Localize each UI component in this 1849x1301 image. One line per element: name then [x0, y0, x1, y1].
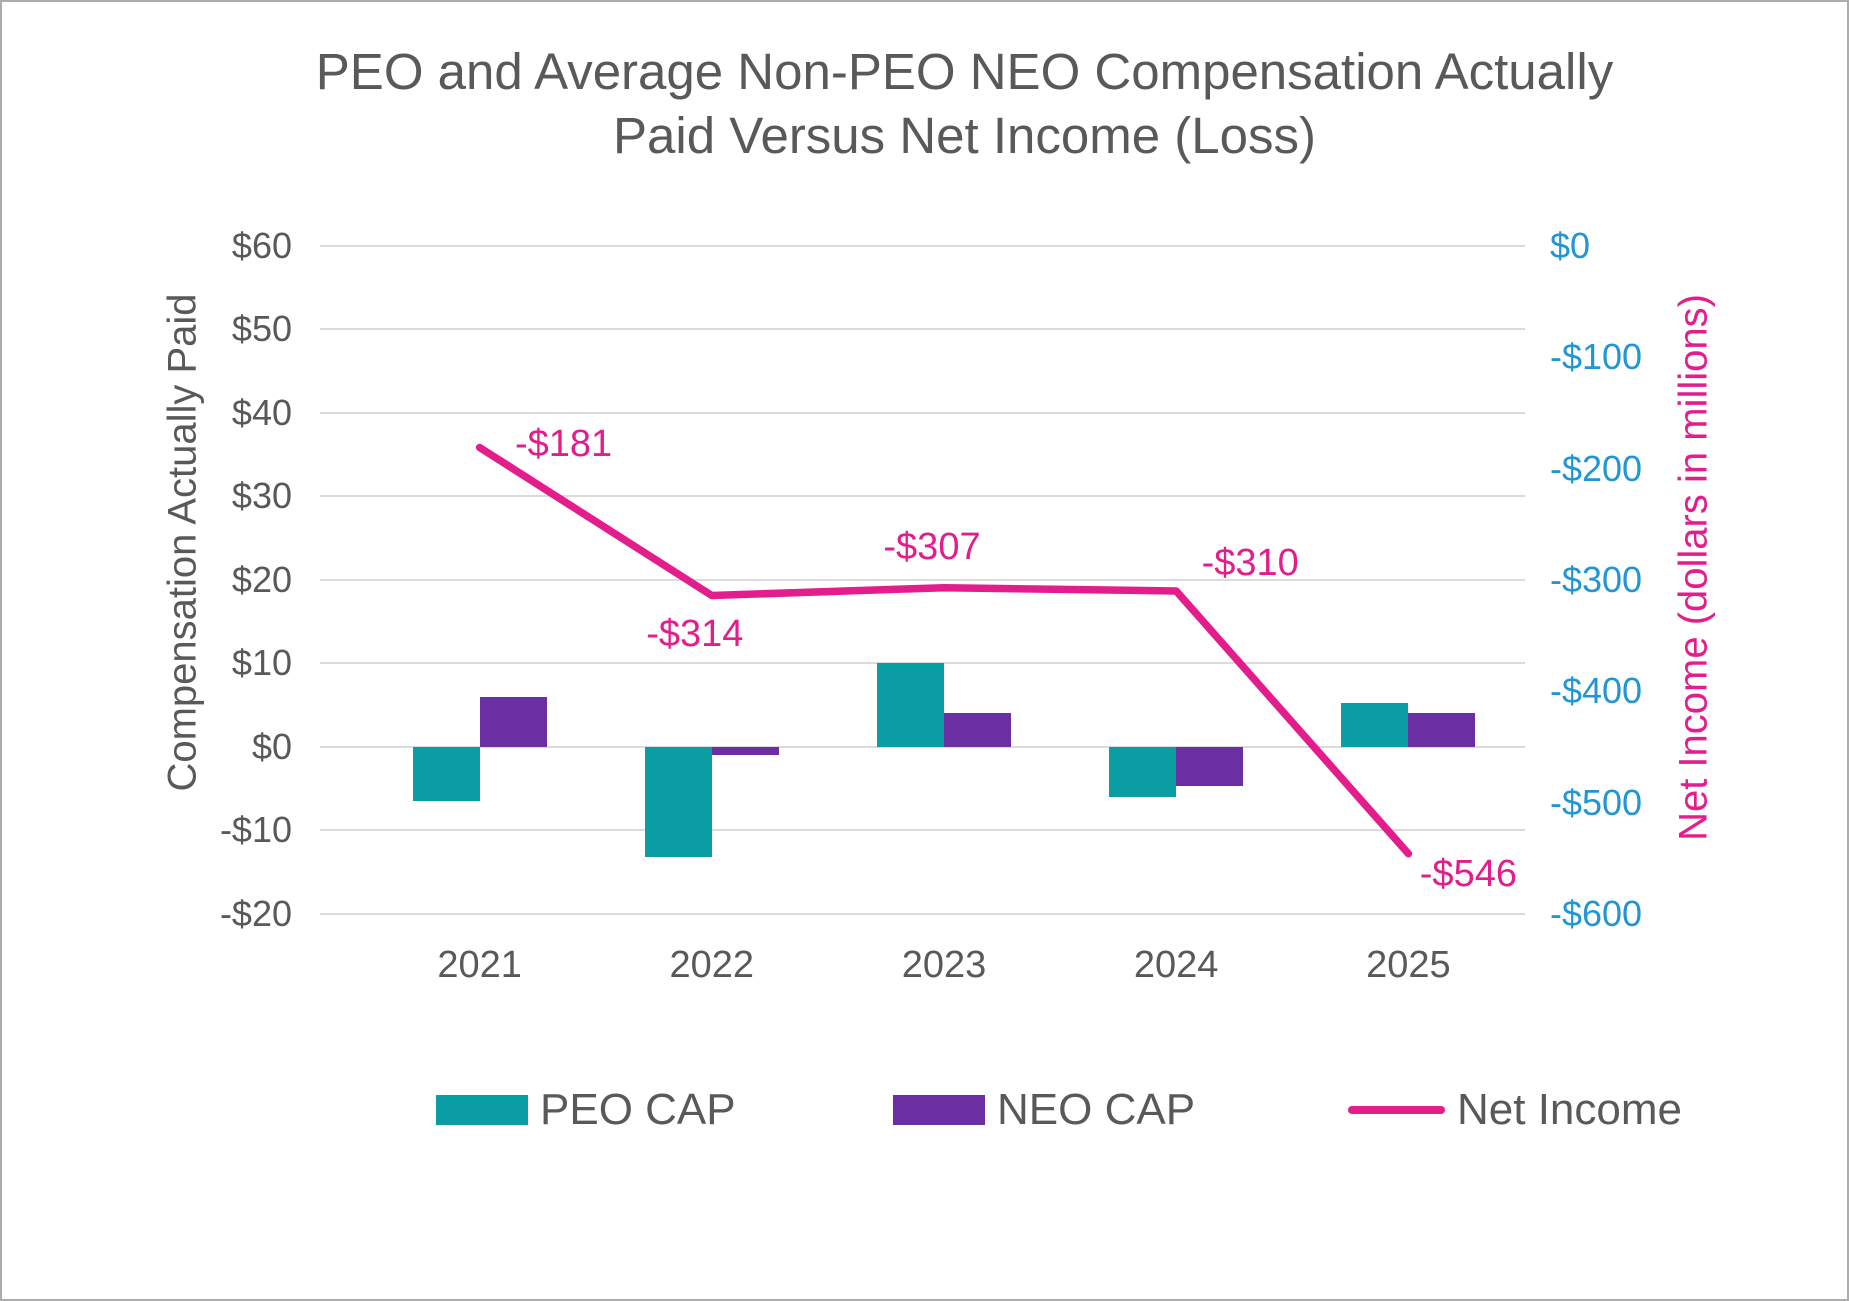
right-axis-title: Net Income (dollars in millions) — [1671, 294, 1716, 841]
net-income-label-2025: -$546 — [1419, 852, 1517, 895]
legend-item-neo-cap: NEO CAP — [893, 1085, 1196, 1134]
net-income-label-2023: -$307 — [883, 525, 981, 568]
bar-peo-cap-2022 — [644, 746, 712, 858]
bar-neo-cap-2025 — [1408, 713, 1476, 747]
x-axis-label-2022: 2022 — [669, 944, 755, 986]
peo-cap-swatch — [436, 1095, 528, 1125]
left-axis-tick-label: $60 — [231, 225, 292, 266]
gridline — [320, 912, 1525, 915]
net-income-label-2021: -$181 — [514, 423, 613, 466]
gridline — [320, 245, 1525, 247]
x-axis-label-2024: 2024 — [1133, 944, 1219, 986]
neo-cap-swatch — [893, 1095, 985, 1125]
right-axis-tick-label: -$600 — [1550, 892, 1643, 934]
left-axis-tick-label: -$10 — [219, 809, 292, 851]
bar-peo-cap-2023 — [877, 663, 944, 747]
x-axis-label-2025: 2025 — [1366, 944, 1451, 986]
right-axis-tick-label: -$200 — [1550, 447, 1643, 489]
right-axis-tick-label: -$400 — [1550, 670, 1643, 712]
legend-item-net-income: Net Income — [1348, 1085, 1682, 1134]
bar-neo-cap-2023 — [944, 713, 1011, 747]
net-income-swatch — [1348, 1106, 1445, 1114]
gridline — [320, 495, 1525, 498]
net-income-label-2022: -$314 — [646, 613, 744, 656]
bar-peo-cap-2021 — [412, 746, 480, 802]
legend-item-peo-cap: PEO CAP — [436, 1085, 736, 1134]
gridline — [320, 411, 1525, 414]
chart-title-line-2: Paid Versus Net Income (Loss) — [613, 107, 1316, 165]
left-axis-tick-label: $0 — [251, 725, 292, 767]
chart-title-line-1: PEO and Average Non-PEO NEO Compensation… — [315, 43, 1614, 100]
legend-label-peo-cap: PEO CAP — [540, 1085, 736, 1134]
gridline — [320, 328, 1525, 331]
x-axis-label-2021: 2021 — [437, 944, 522, 986]
right-axis-tick-label: -$100 — [1550, 336, 1643, 378]
bar-neo-cap-2024 — [1176, 746, 1244, 787]
right-axis-tick-label: -$500 — [1550, 781, 1643, 823]
left-axis-title: Compensation Actually Paid — [160, 293, 205, 792]
legend-label-net-income: Net Income — [1457, 1085, 1682, 1134]
left-axis-tick-label: $20 — [231, 558, 292, 600]
bar-peo-cap-2024 — [1109, 746, 1177, 797]
left-axis-tick-label: $50 — [231, 308, 292, 350]
right-axis-tick-label: $0 — [1550, 225, 1591, 266]
left-axis-tick-label: -$20 — [219, 892, 292, 934]
gridline — [320, 829, 1525, 832]
bar-neo-cap-2021 — [479, 696, 547, 747]
left-axis-tick-label: $30 — [231, 475, 292, 517]
bar-neo-cap-2022 — [711, 746, 779, 756]
bar-peo-cap-2025 — [1341, 702, 1409, 747]
left-axis-tick-label: $10 — [231, 642, 292, 684]
chart-title: PEO and Average Non-PEO NEO Compensation… — [2, 40, 1847, 169]
legend: PEO CAP NEO CAP Net Income — [2, 1082, 1847, 1142]
legend-label-neo-cap: NEO CAP — [997, 1085, 1196, 1134]
net-income-label-2024: -$310 — [1201, 542, 1299, 585]
left-axis-tick-label: $40 — [231, 391, 292, 433]
x-axis-label-2023: 2023 — [901, 944, 987, 986]
right-axis-tick-label: -$300 — [1550, 558, 1643, 600]
